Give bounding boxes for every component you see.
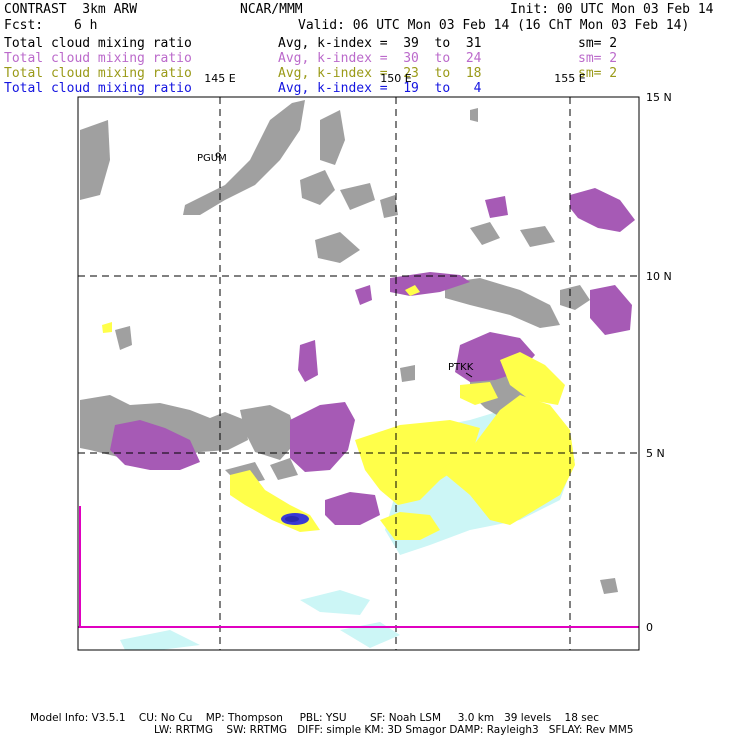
lon-label-155: 155 E <box>554 72 585 85</box>
map-frame <box>77 96 640 651</box>
lon-label-150: 150 E <box>380 72 411 85</box>
station-label-chuuk: PTKK <box>448 362 474 373</box>
legend-range: Avg, k-index = 19 to 4 <box>278 81 482 96</box>
forecast-hour: 6 h <box>74 18 98 33</box>
init-time: Init: 00 UTC Mon 03 Feb 14 <box>510 2 714 17</box>
station-marker-guam <box>215 152 221 158</box>
legend-range: Avg, k-index = 39 to 31 <box>278 36 482 51</box>
deep-cloud-core-center <box>285 516 299 522</box>
legend-range: Avg, k-index = 23 to 18 <box>278 66 482 81</box>
lon-label-145: 145 E <box>204 72 235 85</box>
mid-cloud-areas <box>110 188 635 525</box>
valid-time: Valid: 06 UTC Mon 03 Feb 14 (16 ChT Mon … <box>298 18 690 33</box>
legend-smoothing: sm= 2 <box>578 36 618 51</box>
cloud-field <box>80 100 635 650</box>
legend-field: Total cloud mixing ratio <box>4 66 192 81</box>
lat-label-15: 15 N <box>646 91 672 104</box>
lat-lon-grid <box>78 96 639 650</box>
station-label-guam: PGUM <box>197 153 227 164</box>
model-info: Model Info: V3.5.1 CU: No Cu MP: Thompso… <box>30 712 599 724</box>
organization: NCAR/MMM <box>240 2 303 17</box>
legend-field: Total cloud mixing ratio <box>4 51 192 66</box>
legend-range: Avg, k-index = 30 to 24 <box>278 51 482 66</box>
station-marker-chuuk <box>465 372 473 378</box>
forecast-map: 145 E 150 E 155 E 15 N 10 N 5 N 0 PGUM P… <box>77 71 672 651</box>
legend-field: Total cloud mixing ratio <box>4 36 192 51</box>
lat-label-10: 10 N <box>646 270 672 283</box>
legend-smoothing: sm= 2 <box>578 66 618 81</box>
legend-smoothing: sm= 2 <box>578 51 618 66</box>
physics-info: LW: RRTMG SW: RRTMG DIFF: simple KM: 3D … <box>154 724 634 736</box>
model-title: CONTRAST 3km ARW <box>4 2 138 17</box>
lat-label-5: 5 N <box>646 447 665 460</box>
forecast-label: Fcst: <box>4 18 44 33</box>
lat-label-0: 0 <box>646 621 653 634</box>
legend-field: Total cloud mixing ratio <box>4 81 192 96</box>
